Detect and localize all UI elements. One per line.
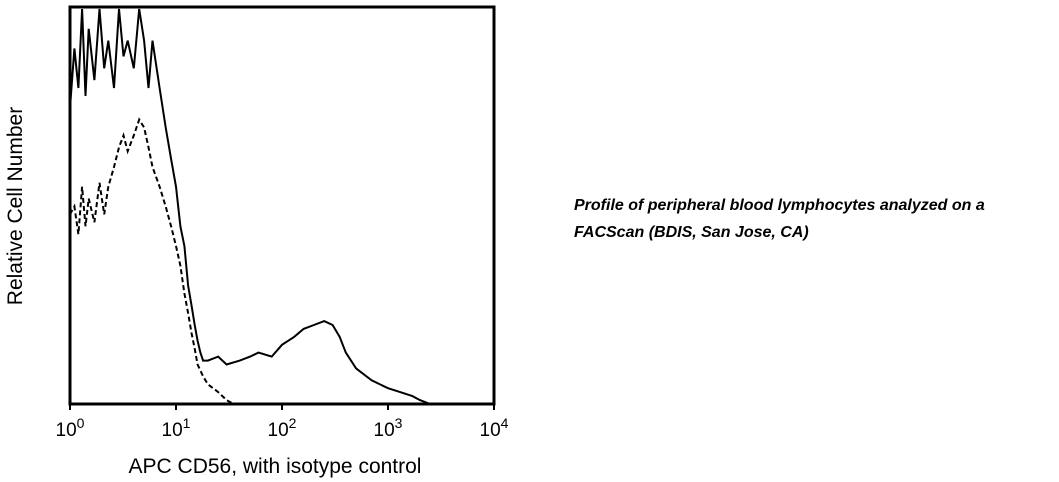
caption-line-1: Profile of peripheral blood lymphocytes … bbox=[574, 197, 985, 214]
figure-caption: Profile of peripheral blood lymphocytes … bbox=[574, 192, 1059, 246]
x-axis-label: APC CD56, with isotype control bbox=[129, 455, 422, 478]
x-tick-label: 104 bbox=[480, 415, 509, 441]
x-tick-label: 100 bbox=[56, 415, 85, 441]
caption-line-2: FACScan (BDIS, San Jose, CA) bbox=[574, 224, 809, 241]
isotype-control-series-line bbox=[69, 117, 235, 405]
x-tick-label: 102 bbox=[268, 415, 297, 441]
y-axis-label: Relative Cell Number bbox=[4, 107, 27, 305]
x-axis-ticks: 100 101 102 103 104 bbox=[56, 404, 509, 441]
series-layer bbox=[69, 8, 431, 405]
apc-cd56-series-line bbox=[69, 8, 431, 405]
x-tick-label: 101 bbox=[162, 415, 191, 441]
x-tick-label: 103 bbox=[374, 415, 403, 441]
